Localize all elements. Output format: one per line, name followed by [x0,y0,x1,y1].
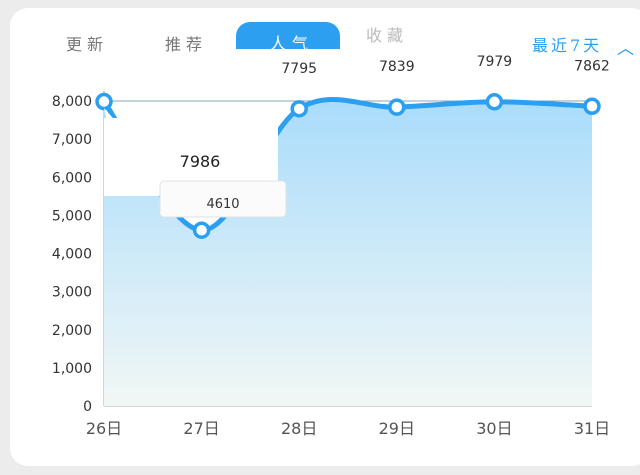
y-tick-label: 2,000 [52,323,92,339]
tab-popularity[interactable]: 人气 [236,22,340,53]
x-tick-label: 31日 [574,419,610,438]
data-label: 7795 [281,61,317,77]
tab-bar: 更新 推荐 人气 收藏 [0,22,640,62]
range-selector[interactable]: 最近7天 [532,36,603,55]
x-tick-label: 29日 [379,419,415,438]
x-tick-label: 28日 [281,419,317,438]
chevron-up-icon[interactable]: ︿ [617,39,634,59]
data-point[interactable] [290,100,308,118]
tab-popularity-label: 人气 [270,34,315,53]
x-tick-label: 30日 [476,419,512,438]
y-tick-label: 8,000 [52,94,92,110]
y-tick-label: 6,000 [52,170,92,186]
area-fill [104,99,592,407]
data-point[interactable] [95,92,113,111]
data-label: 7979 [477,54,513,70]
y-tick-label: 7,000 [52,132,92,148]
data-point[interactable] [192,221,211,239]
y-tick-label: 0 [83,399,92,415]
x-tick-label: 27日 [183,419,219,438]
data-label: 7862 [574,58,610,74]
tab-update[interactable]: 更新 [66,35,109,54]
data-label: 7839 [379,59,415,75]
data-point[interactable] [583,97,601,116]
tooltip-value: 7986 [180,152,221,171]
y-tick-label: 4,000 [52,247,92,263]
popup-box [159,180,287,218]
data-point[interactable] [485,93,504,111]
y-tick-label: 1,000 [52,361,92,377]
tab-favorites[interactable]: 收藏 [366,26,409,45]
tab-recommend[interactable]: 推荐 [165,35,208,54]
data-point[interactable] [388,98,406,116]
popup-value: 4610 [206,197,239,212]
x-tick-label: 26日 [86,419,122,438]
y-tick-label: 3,000 [52,285,92,301]
y-tick-label: 5,000 [52,208,92,224]
